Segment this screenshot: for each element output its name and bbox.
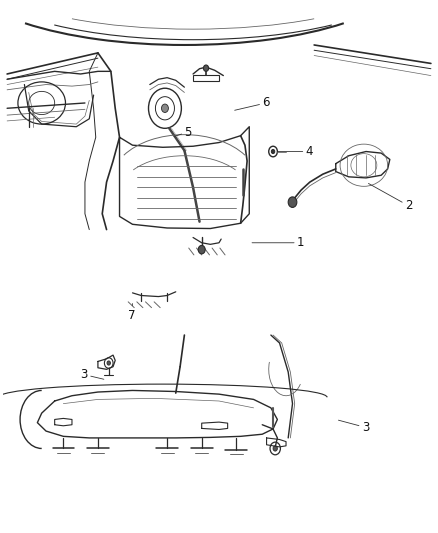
Circle shape <box>198 245 205 254</box>
Text: 7: 7 <box>128 304 136 321</box>
Circle shape <box>203 65 208 71</box>
Circle shape <box>273 446 277 451</box>
Circle shape <box>162 104 168 112</box>
Text: 3: 3 <box>81 368 104 381</box>
Text: 2: 2 <box>368 183 413 212</box>
Circle shape <box>107 361 110 365</box>
Bar <box>193 75 219 81</box>
Text: 5: 5 <box>174 125 192 139</box>
Text: 4: 4 <box>278 145 313 158</box>
Text: 1: 1 <box>252 236 304 249</box>
Circle shape <box>288 197 297 207</box>
Text: 3: 3 <box>339 420 369 434</box>
Text: 6: 6 <box>235 96 270 110</box>
Circle shape <box>271 149 275 154</box>
